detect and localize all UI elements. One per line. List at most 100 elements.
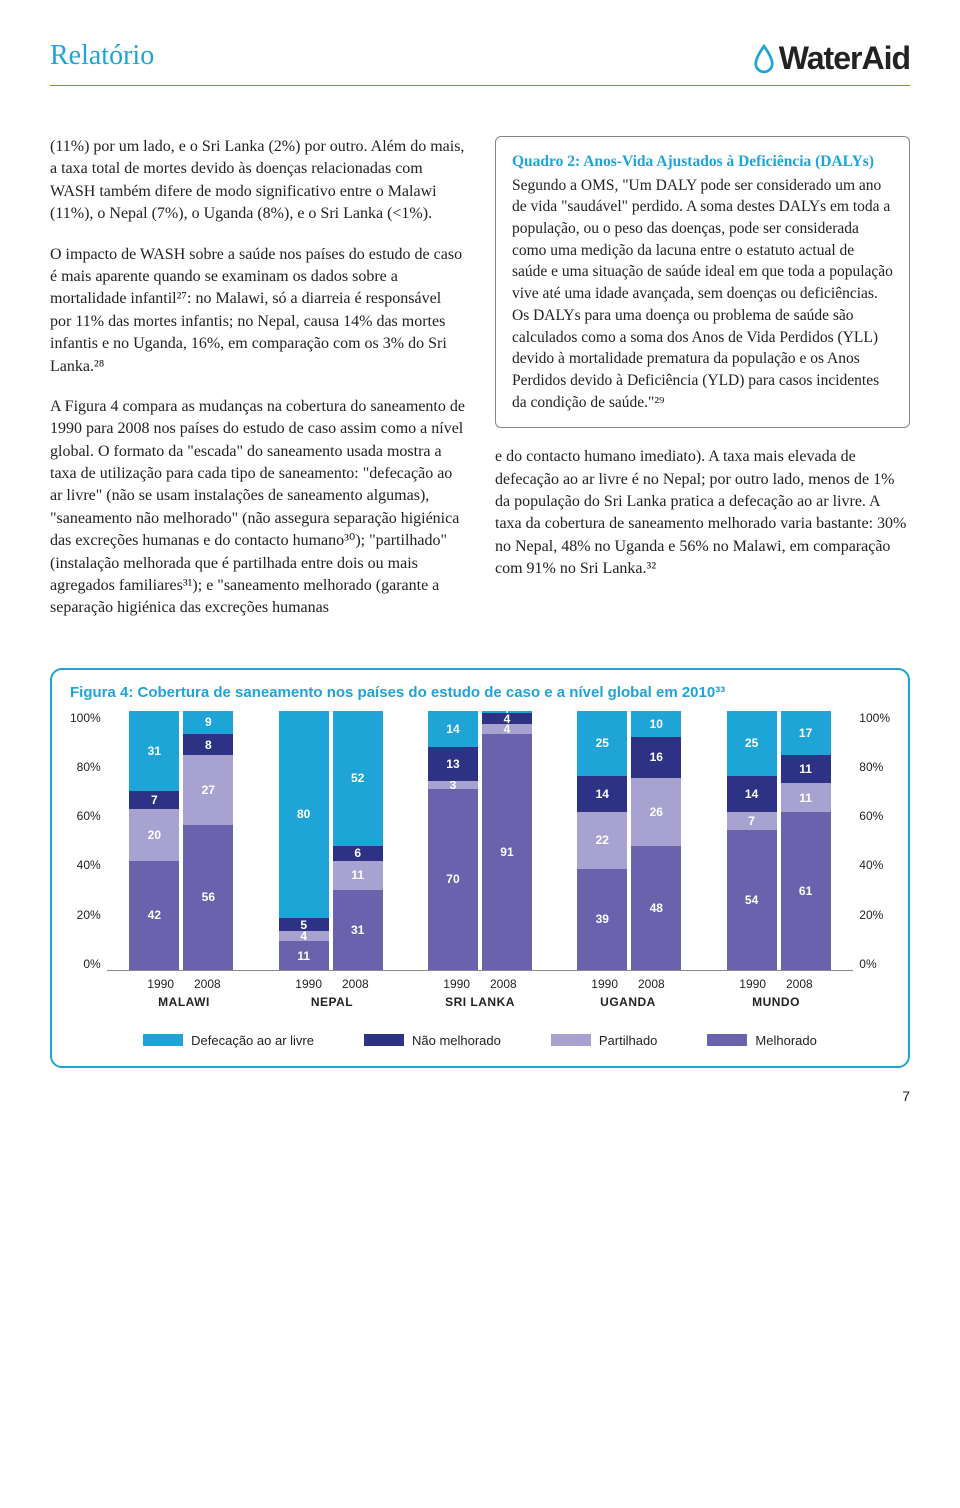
bar-segment: 61 (781, 812, 831, 970)
bar-segment: 48 (631, 846, 681, 970)
bar-segment: 4 (279, 931, 329, 941)
bar-segment: 11 (279, 941, 329, 969)
bar-segment: 10 (631, 711, 681, 737)
bar-segment: 25 (727, 711, 777, 776)
x-group-label: 19902008UGANDA (554, 977, 702, 1009)
stacked-bar: 562789 (183, 711, 233, 970)
content-columns: (11%) por um lado, e o Sri Lanka (2%) po… (50, 136, 910, 638)
legend-item: Defecação ao ar livre (143, 1033, 314, 1048)
legend-label: Melhorado (755, 1033, 816, 1048)
legend-swatch (551, 1034, 591, 1046)
stacked-bar: 61111117 (781, 711, 831, 970)
bar-segment: 6 (333, 846, 383, 862)
axis-tick: 0% (859, 957, 890, 971)
bar-group: 547142561111117 (704, 711, 853, 970)
right-column: Quadro 2: Anos-Vida Ajustados à Deficiên… (495, 136, 910, 638)
logo-text: WaterAid (779, 40, 910, 77)
axis-tick: 60% (70, 809, 101, 823)
axis-tick: 20% (859, 908, 890, 922)
bar-segment: 17 (781, 711, 831, 755)
page-number: 7 (50, 1088, 910, 1104)
bar-segment: 4 (482, 713, 532, 723)
country-label: MALAWI (110, 995, 258, 1009)
x-group-label: 19902008SRI LANKA (406, 977, 554, 1009)
body-paragraph: O impacto de WASH sobre a saúde nos país… (50, 244, 465, 378)
bar-segment: 3 (428, 781, 478, 789)
bar-segment: 7 (129, 791, 179, 809)
legend-item: Não melhorado (364, 1033, 501, 1048)
year-label: 1990 (295, 977, 322, 991)
bar-chart: 4220731562789114580311165270313149144139… (107, 711, 854, 971)
bar-segment: 80 (279, 711, 329, 918)
bar-group: 703131491441 (405, 711, 554, 970)
year-label: 1990 (739, 977, 766, 991)
figure-title: Figura 4: Cobertura de saneamento nos pa… (70, 684, 890, 701)
bar-segment: 14 (428, 711, 478, 747)
legend-label: Defecação ao ar livre (191, 1033, 314, 1048)
year-label: 2008 (194, 977, 221, 991)
stacked-bar: 3111652 (333, 711, 383, 970)
year-label: 1990 (591, 977, 618, 991)
bar-segment: 5 (279, 918, 329, 931)
country-label: UGANDA (554, 995, 702, 1009)
bar-segment: 11 (781, 755, 831, 783)
year-label: 2008 (786, 977, 813, 991)
year-label: 1990 (147, 977, 174, 991)
bar-segment: 4 (482, 724, 532, 734)
wateraid-logo: WaterAid (753, 40, 910, 77)
droplet-icon (753, 44, 775, 74)
header-title: Relatório (50, 40, 154, 72)
bar-segment: 25 (577, 711, 627, 776)
chart-legend: Defecação ao ar livreNão melhoradoPartil… (70, 1033, 890, 1048)
x-group-label: 1990 2008 MUNDO (702, 977, 850, 1009)
year-label: 2008 (490, 977, 517, 991)
x-group-label: 19902008NEPAL (258, 977, 406, 1009)
bar-segment: 22 (577, 812, 627, 869)
axis-tick: 0% (70, 957, 101, 971)
box-title: Quadro 2: Anos-Vida Ajustados à Deficiên… (512, 151, 893, 173)
bar-segment: 56 (183, 825, 233, 970)
bar-segment: 8 (183, 734, 233, 755)
bar-segment: 39 (577, 869, 627, 970)
axis-tick: 20% (70, 908, 101, 922)
bar-segment: 14 (577, 776, 627, 812)
bar-segment: 27 (183, 755, 233, 825)
legend-swatch (364, 1034, 404, 1046)
axis-tick: 80% (859, 760, 890, 774)
legend-swatch (707, 1034, 747, 1046)
bar-segment: 11 (333, 861, 383, 889)
axis-tick: 100% (859, 711, 890, 725)
figure-4: Figura 4: Cobertura de saneamento nos pa… (50, 668, 910, 1068)
page-header: Relatório WaterAid (50, 40, 910, 86)
legend-label: Não melhorado (412, 1033, 501, 1048)
bar-segment: 14 (727, 776, 777, 812)
box-body: Segundo a OMS, "Um DALY pode ser conside… (512, 177, 893, 411)
bar-segment: 7 (727, 812, 777, 830)
stacked-bar: 7031314 (428, 711, 478, 970)
country-label: SRI LANKA (406, 995, 554, 1009)
bar-segment: 9 (183, 711, 233, 734)
legend-swatch (143, 1034, 183, 1046)
stacked-bar: 114580 (279, 711, 329, 970)
body-paragraph: A Figura 4 compara as mudanças na cobert… (50, 396, 465, 620)
stacked-bar: 5471425 (727, 711, 777, 970)
body-paragraph: (11%) por um lado, e o Sri Lanka (2%) po… (50, 136, 465, 226)
bar-segment: 42 (129, 861, 179, 970)
country-label: MUNDO (702, 995, 850, 1009)
axis-tick: 60% (859, 809, 890, 823)
stacked-bar: 4220731 (129, 711, 179, 970)
stacked-bar: 91441 (482, 711, 532, 970)
axis-tick: 80% (70, 760, 101, 774)
bar-segment: 20 (129, 809, 179, 861)
y-axis-right: 100% 80% 60% 40% 20% 0% (853, 711, 890, 971)
bar-segment: 52 (333, 711, 383, 846)
axis-tick: 100% (70, 711, 101, 725)
x-group-label: 1990 2008 MALAWI (110, 977, 258, 1009)
axis-tick: 40% (859, 858, 890, 872)
body-paragraph: e do contacto humano imediato). A taxa m… (495, 446, 910, 580)
callout-box: Quadro 2: Anos-Vida Ajustados à Deficiên… (495, 136, 910, 428)
left-column: (11%) por um lado, e o Sri Lanka (2%) po… (50, 136, 465, 638)
bar-segment: 16 (631, 737, 681, 778)
bar-segment: 11 (781, 783, 831, 811)
x-axis-labels: 19902008MALAWI19902008NEPAL19902008SRI L… (70, 977, 890, 1009)
